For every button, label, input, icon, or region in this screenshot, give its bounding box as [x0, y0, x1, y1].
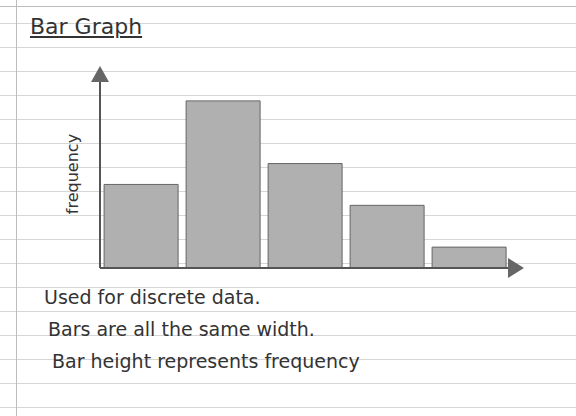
html-text:Bar Graph: Bar Graph [30, 14, 143, 39]
html-text:Bar height represents frequenc: Bar height represents frequency [52, 350, 360, 372]
html-text:Used for discrete data.: Used for discrete data. [44, 286, 261, 308]
html-text:Bars are all the same width.: Bars are all the same width. [48, 318, 315, 340]
svg-text:frequency: frequency [63, 134, 82, 214]
